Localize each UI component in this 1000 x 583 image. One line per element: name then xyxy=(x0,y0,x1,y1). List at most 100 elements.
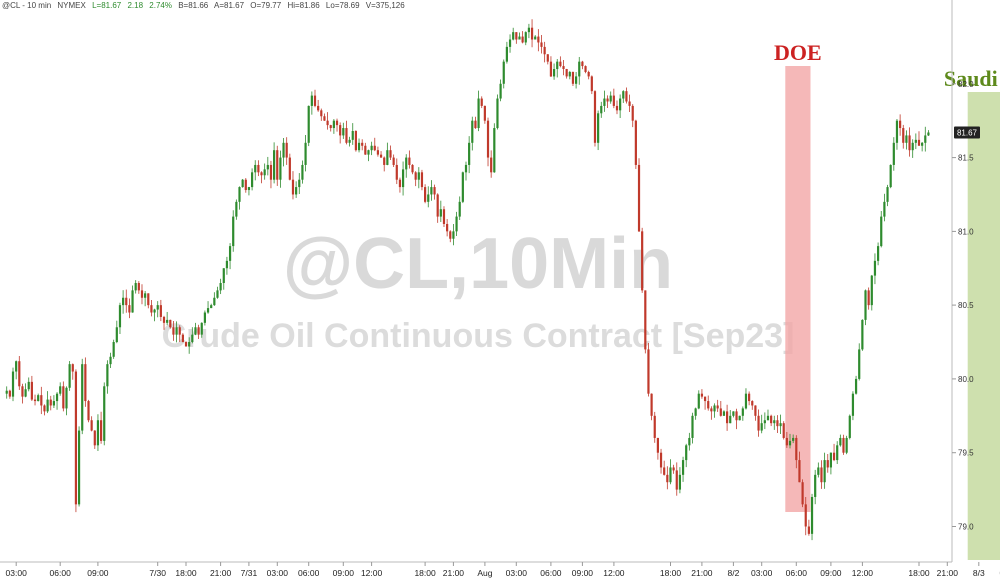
candle-body xyxy=(291,179,295,195)
candle-body xyxy=(902,128,905,143)
candle-body xyxy=(320,110,323,117)
candle-body xyxy=(282,142,285,158)
last-price-tag-bg xyxy=(954,126,980,139)
candle-body xyxy=(118,305,122,328)
candle-body xyxy=(33,399,37,402)
candle-body xyxy=(147,293,150,306)
header-high: Hi=81.86 xyxy=(287,1,320,10)
candle-body xyxy=(304,142,307,165)
candle-body xyxy=(647,349,650,394)
candle-body xyxy=(792,437,795,441)
candle-body xyxy=(339,125,342,136)
candle-body xyxy=(37,395,40,402)
candle-body xyxy=(757,415,760,431)
x-tick-label: 12:00 xyxy=(852,568,874,578)
candle-body xyxy=(817,467,820,475)
candle-body xyxy=(609,95,612,102)
candle-body xyxy=(442,209,446,224)
candle-body xyxy=(310,95,313,106)
candle-body xyxy=(575,76,578,84)
candle-body xyxy=(109,356,112,365)
candle-body xyxy=(776,420,779,427)
candle-body xyxy=(11,371,15,397)
candle-body xyxy=(899,120,902,129)
candle-body xyxy=(21,386,24,397)
candle-body xyxy=(807,526,810,534)
candle-body xyxy=(763,420,766,424)
annotation-doe: DOE xyxy=(774,40,822,512)
candle-body xyxy=(232,216,235,247)
candle-body xyxy=(798,460,801,483)
candle-body xyxy=(383,157,386,165)
candle-body xyxy=(735,411,738,421)
candle-body xyxy=(153,309,156,313)
candle-body xyxy=(55,393,59,402)
candle-body xyxy=(285,142,288,158)
candle-body xyxy=(18,361,21,387)
header-change: 2.18 xyxy=(127,1,143,10)
candle-body xyxy=(137,283,140,291)
candle-body xyxy=(354,131,357,151)
candle-body xyxy=(188,342,191,347)
candle-body xyxy=(631,105,634,121)
candle-body xyxy=(858,349,861,379)
candle-body xyxy=(738,415,741,421)
candle-body xyxy=(398,179,402,188)
candle-body xyxy=(710,408,713,412)
candle-body xyxy=(93,430,96,446)
candle-body xyxy=(606,98,609,102)
candle-body xyxy=(637,164,641,232)
candle-body xyxy=(810,496,814,534)
candle-body xyxy=(615,105,619,111)
candle-body xyxy=(225,260,229,269)
candle-body xyxy=(914,139,917,143)
x-tick-label: 09:00 xyxy=(333,568,355,578)
candle-body xyxy=(675,470,678,490)
candle-body xyxy=(427,194,430,202)
candle-body xyxy=(200,322,203,335)
candle-body xyxy=(379,154,383,158)
candle-body xyxy=(370,145,373,151)
candle-body xyxy=(880,216,883,247)
candle-body xyxy=(468,142,471,165)
candle-body xyxy=(505,46,508,62)
candle-body xyxy=(889,164,892,188)
candle-body xyxy=(477,98,480,129)
x-tick-label: 06:00 xyxy=(50,568,72,578)
candle-body xyxy=(741,408,744,416)
candle-body xyxy=(458,201,461,217)
candle-body xyxy=(15,361,18,372)
candle-body xyxy=(128,305,131,313)
candle-body xyxy=(625,91,628,102)
candle-body xyxy=(848,415,851,438)
candle-body xyxy=(644,290,647,350)
x-tick-label: 06:00 xyxy=(540,568,562,578)
candle-body xyxy=(836,445,839,461)
candle-body xyxy=(159,305,162,317)
candle-body xyxy=(414,172,417,180)
candle-body xyxy=(181,334,184,343)
x-tick-label: 8/3 xyxy=(973,568,985,578)
candle-body xyxy=(565,69,568,77)
candle-body xyxy=(103,386,106,441)
x-tick-label: 03:00 xyxy=(751,568,773,578)
candle-body xyxy=(178,327,181,335)
y-tick-label: 80.5 xyxy=(958,301,974,310)
candle-body xyxy=(263,169,266,176)
candle-body xyxy=(685,445,688,461)
candle-body xyxy=(666,474,669,483)
candle-body xyxy=(795,437,798,461)
candle-body xyxy=(788,440,792,446)
candle-body xyxy=(911,142,914,151)
candle-body xyxy=(496,98,499,129)
candle-body xyxy=(502,61,505,84)
candle-body xyxy=(801,482,804,505)
candle-body xyxy=(534,36,537,40)
candle-body xyxy=(921,142,924,146)
candle-body xyxy=(247,187,251,191)
candle-body xyxy=(562,66,565,70)
candle-body xyxy=(254,164,257,173)
price-series xyxy=(5,19,930,541)
candle-body xyxy=(307,105,310,143)
